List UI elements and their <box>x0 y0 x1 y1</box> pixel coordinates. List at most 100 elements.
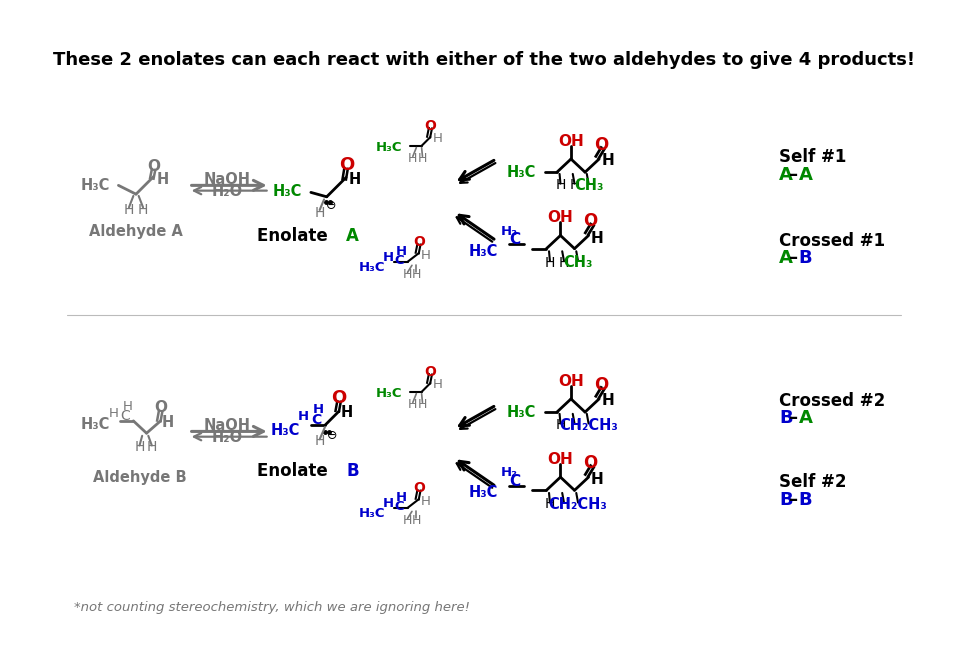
Text: H: H <box>433 378 442 392</box>
Text: H: H <box>556 178 565 192</box>
Text: H₃C: H₃C <box>359 260 385 274</box>
Text: H₂O: H₂O <box>212 430 243 445</box>
Text: CH₃: CH₃ <box>563 255 592 270</box>
Text: H: H <box>411 268 421 280</box>
Text: O: O <box>154 400 167 415</box>
Text: H₂: H₂ <box>501 224 518 238</box>
Text: H: H <box>396 245 407 258</box>
Text: A: A <box>346 227 359 245</box>
Text: H: H <box>569 418 580 432</box>
Text: H: H <box>403 268 412 280</box>
Text: H: H <box>315 206 325 220</box>
Text: H: H <box>559 498 569 511</box>
Text: H₃C: H₃C <box>469 244 499 259</box>
Text: H₃C: H₃C <box>376 387 403 400</box>
Text: H: H <box>403 513 412 527</box>
Text: H₃C: H₃C <box>359 507 385 519</box>
Text: Crossed #2: Crossed #2 <box>779 392 886 410</box>
Text: C: C <box>395 500 405 513</box>
Text: B: B <box>779 409 793 428</box>
Text: A: A <box>799 409 812 428</box>
Text: H: H <box>556 418 565 432</box>
Text: H: H <box>421 496 431 508</box>
Text: H: H <box>418 398 427 411</box>
Text: B: B <box>779 491 793 509</box>
Text: A: A <box>779 166 793 184</box>
Text: OH: OH <box>559 134 584 149</box>
Text: H: H <box>137 203 148 217</box>
Text: OH: OH <box>548 452 573 467</box>
Text: CH₃: CH₃ <box>574 178 603 193</box>
Text: ⊖: ⊖ <box>326 199 336 212</box>
Text: H: H <box>591 230 604 246</box>
Text: H: H <box>433 133 442 145</box>
Text: Aldehyde B: Aldehyde B <box>93 470 186 485</box>
Text: H: H <box>122 400 133 414</box>
Text: A: A <box>799 166 812 184</box>
Text: O: O <box>413 234 425 248</box>
Text: C: C <box>311 413 321 427</box>
Text: H₂: H₂ <box>501 466 518 480</box>
Text: O: O <box>413 481 425 495</box>
Text: Self #1: Self #1 <box>779 149 847 166</box>
Text: H: H <box>108 408 118 420</box>
Text: O: O <box>583 454 597 472</box>
Text: OH: OH <box>559 374 584 389</box>
Text: Self #2: Self #2 <box>779 474 847 492</box>
Text: H: H <box>315 434 325 448</box>
Text: B: B <box>799 249 812 267</box>
Text: H: H <box>135 440 144 454</box>
Text: H: H <box>569 178 580 192</box>
Text: B: B <box>799 491 812 509</box>
Text: O: O <box>147 159 160 174</box>
Text: H₃C: H₃C <box>506 165 536 180</box>
Text: H₃C: H₃C <box>376 141 403 154</box>
Text: H: H <box>383 497 394 510</box>
Text: H: H <box>408 152 417 165</box>
Text: H: H <box>421 249 431 262</box>
Text: C: C <box>509 474 521 489</box>
Text: H: H <box>341 406 353 420</box>
Text: NaOH: NaOH <box>204 418 251 433</box>
Text: H₃C: H₃C <box>80 417 109 432</box>
Text: Enolate: Enolate <box>257 227 334 245</box>
Text: H: H <box>156 172 168 186</box>
Text: H: H <box>124 203 135 217</box>
Text: H: H <box>408 398 417 411</box>
Text: A: A <box>779 249 793 267</box>
Text: H₃C: H₃C <box>506 404 536 420</box>
Text: H: H <box>545 256 555 270</box>
Text: O: O <box>593 376 608 394</box>
Text: H: H <box>298 410 309 423</box>
Text: OH: OH <box>548 210 573 225</box>
Text: H₃C: H₃C <box>80 178 109 193</box>
Text: O: O <box>424 365 437 379</box>
Text: H: H <box>591 472 604 488</box>
Text: *not counting stereochemistry, which we are ignoring here!: *not counting stereochemistry, which we … <box>75 601 470 613</box>
Text: O: O <box>340 156 354 174</box>
Text: H: H <box>545 498 555 511</box>
Text: H: H <box>162 415 174 430</box>
Text: Crossed #1: Crossed #1 <box>779 232 886 250</box>
Text: H: H <box>348 172 361 186</box>
Text: C: C <box>121 409 131 423</box>
Text: H: H <box>418 152 427 165</box>
Text: H₃C: H₃C <box>469 486 499 500</box>
Text: –: – <box>789 249 798 267</box>
Text: Aldehyde A: Aldehyde A <box>89 224 183 238</box>
Text: H: H <box>411 513 421 527</box>
Text: O: O <box>331 389 347 407</box>
Text: Enolate: Enolate <box>257 462 334 480</box>
Text: B: B <box>346 462 359 480</box>
Text: –: – <box>789 166 798 184</box>
Text: These 2 enolates can each react with either of the two aldehydes to give 4 produ: These 2 enolates can each react with eit… <box>53 51 915 69</box>
Text: O: O <box>583 212 597 230</box>
Text: H: H <box>146 440 157 454</box>
Text: H: H <box>601 393 615 408</box>
Text: H: H <box>313 403 323 416</box>
Text: NaOH: NaOH <box>204 172 251 186</box>
Text: CH₂CH₃: CH₂CH₃ <box>560 418 618 433</box>
Text: H: H <box>383 251 394 264</box>
Text: H₂O: H₂O <box>212 184 243 199</box>
Text: H: H <box>601 153 615 168</box>
